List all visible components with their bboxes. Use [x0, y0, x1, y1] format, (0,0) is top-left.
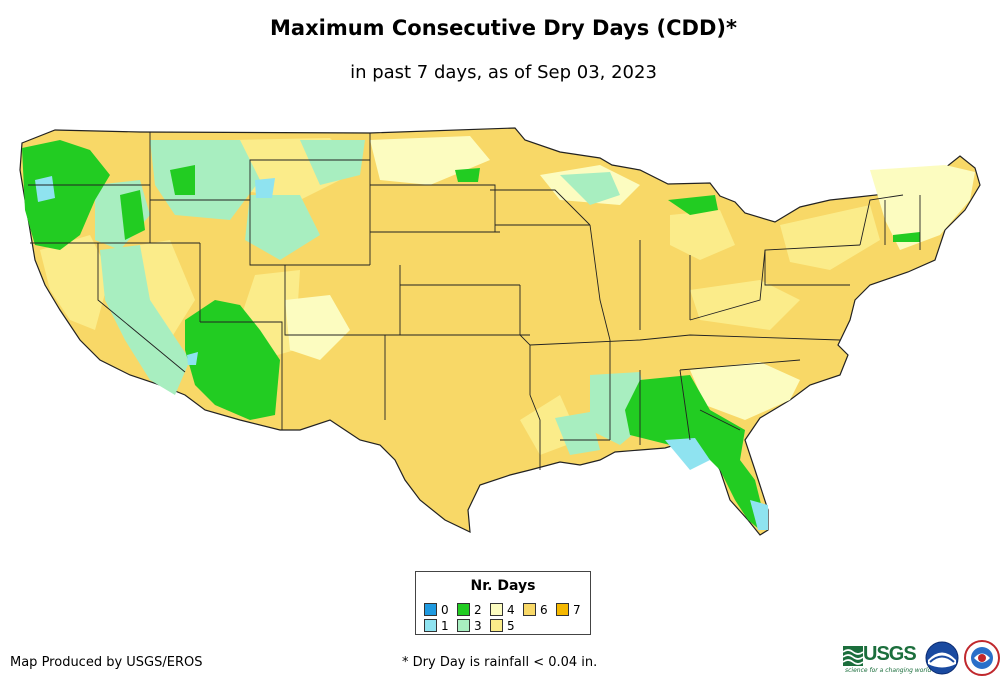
legend-swatch	[490, 619, 503, 632]
usgs-wave-icon	[843, 646, 863, 666]
usgs-wordmark: USGS	[863, 643, 917, 665]
legend-label: 2	[474, 603, 482, 617]
legend-label: 4	[507, 603, 515, 617]
legend-item-6: 6	[523, 603, 548, 617]
usgs-tagline: science for a changing world	[845, 667, 932, 674]
legend-item-5: 5	[490, 619, 515, 633]
one-day-zones	[35, 176, 768, 530]
legend-swatch	[424, 619, 437, 632]
map-legend: Nr. Days 0 1 2 3 4 5 6 7	[415, 571, 591, 635]
legend-label: 0	[441, 603, 449, 617]
legend-swatch	[523, 603, 536, 616]
map-title: Maximum Consecutive Dry Days (CDD)*	[270, 16, 737, 40]
legend-label: 6	[540, 603, 548, 617]
state-boundaries	[28, 132, 921, 470]
two-day-zones	[22, 140, 920, 530]
map-subtitle: in past 7 days, as of Sep 03, 2023	[350, 62, 657, 83]
legend-label: 1	[441, 619, 449, 633]
legend-item-4: 4	[490, 603, 515, 617]
noaa-logo-icon	[925, 641, 959, 675]
legend-title: Nr. Days	[470, 578, 536, 594]
legend-swatch	[457, 619, 470, 632]
nws-logo-icon	[964, 640, 1000, 676]
legend-swatch	[556, 603, 569, 616]
dry-day-footnote: * Dry Day is rainfall < 0.04 in.	[402, 655, 598, 670]
map-credit: Map Produced by USGS/EROS	[10, 655, 203, 670]
legend-item-1: 1	[424, 619, 449, 633]
legend-swatch	[424, 603, 437, 616]
legend-label: 7	[573, 603, 581, 617]
legend-swatch	[457, 603, 470, 616]
legend-label: 3	[474, 619, 482, 633]
legend-item-3: 3	[457, 619, 482, 633]
legend-label: 5	[507, 619, 515, 633]
legend-item-7: 7	[556, 603, 581, 617]
legend-swatch	[490, 603, 503, 616]
legend-item-2: 2	[457, 603, 482, 617]
legend-item-0: 0	[424, 603, 449, 617]
